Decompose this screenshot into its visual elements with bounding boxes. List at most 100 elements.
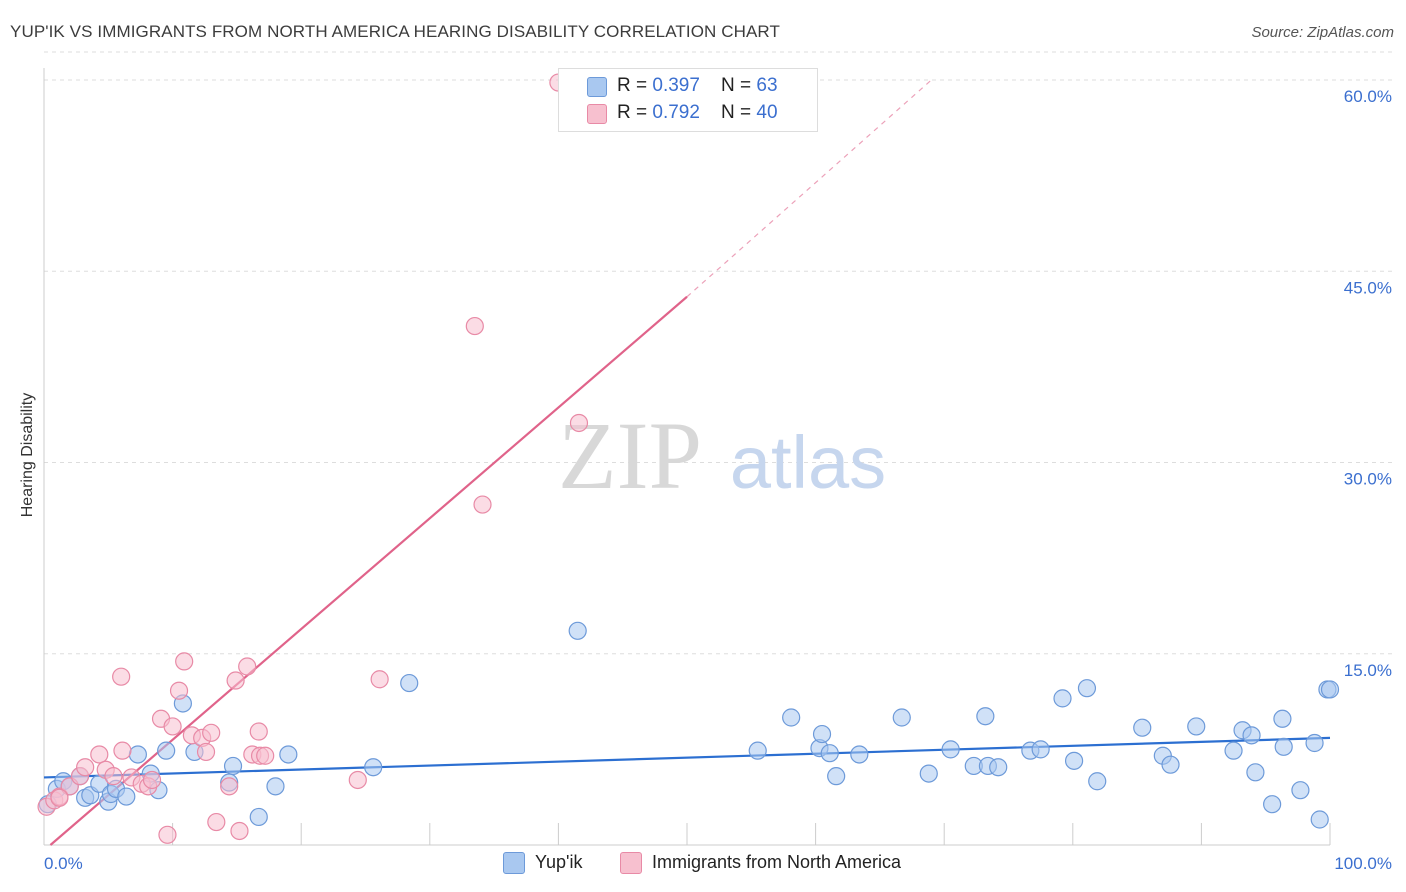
immigrants-trend-extension [686, 79, 932, 298]
legend-row-immigrants: R = 0.792 N = 40 [617, 102, 778, 124]
yupik-point [1088, 772, 1107, 791]
yupik-point [117, 787, 136, 806]
yupik-point [249, 807, 268, 827]
yupik-point [1031, 740, 1050, 759]
legend-n-value: 63 [756, 75, 778, 96]
yupik-point [1310, 810, 1329, 829]
immigrants-point [196, 742, 216, 762]
yupik-point [128, 745, 147, 764]
immigrants-trend-line [49, 295, 688, 846]
immigrants-point [175, 652, 194, 671]
yupik-point [1187, 717, 1206, 736]
immigrants-point [569, 413, 589, 433]
yupik-point [1263, 795, 1282, 814]
immigrants-point [112, 667, 131, 686]
x-tick-label: 100.0% [1334, 854, 1392, 873]
yupik-point [1273, 709, 1292, 728]
legend-r-value: 0.792 [652, 102, 700, 123]
yupik-point [919, 764, 938, 783]
yupik-point [1291, 781, 1310, 800]
immigrants-point [473, 495, 492, 514]
yupik-point [1320, 680, 1340, 699]
immigrants-point [465, 316, 484, 336]
legend-swatch-yupik [587, 77, 607, 97]
yupik-point [1064, 751, 1084, 770]
watermark-atlas: atlas [730, 421, 886, 504]
yupik-point [1305, 733, 1324, 753]
bottom-legend-swatch-immigrants [620, 852, 642, 874]
y-tick-label: 60.0% [1344, 87, 1392, 106]
yupik-point [812, 724, 832, 744]
yupik-point [364, 758, 383, 777]
immigrants-point [50, 788, 69, 807]
immigrants-point [76, 758, 95, 777]
yupik-point [850, 745, 869, 764]
data-points [37, 73, 1340, 844]
yupik-point [157, 741, 176, 760]
yupik-point [941, 740, 960, 759]
yupik-point [827, 767, 846, 786]
immigrants-point [220, 777, 239, 796]
legend-swatch-immigrants [587, 104, 607, 124]
yupik-point [1274, 737, 1293, 756]
yupik-point [223, 756, 243, 776]
immigrants-point [104, 767, 123, 786]
yupik-point [279, 745, 298, 764]
yupik-point [892, 708, 911, 727]
yupik-trend-line [43, 736, 1331, 779]
yupik-point [266, 777, 285, 796]
yupik-point [1242, 726, 1261, 745]
immigrants-point [238, 657, 257, 676]
legend-r-value: 0.397 [652, 75, 700, 96]
immigrants-point [249, 722, 268, 741]
immigrants-point [226, 671, 245, 690]
immigrants-point [113, 741, 132, 760]
yupik-point [1053, 689, 1072, 708]
chart-title: YUP'IK VS IMMIGRANTS FROM NORTH AMERICA … [10, 22, 780, 41]
source-label: Source: ZipAtlas.com [1251, 24, 1394, 41]
axes [43, 68, 1331, 846]
x-tick-label: 0.0% [44, 854, 83, 873]
trend-lines [43, 79, 1331, 846]
immigrants-point [90, 745, 109, 764]
yupik-point [748, 741, 767, 760]
yupik-point [1077, 679, 1097, 698]
immigrants-point [142, 770, 162, 790]
yupik-point [400, 673, 419, 693]
legend-r-label: R = [617, 75, 653, 96]
immigrants-point [169, 681, 189, 700]
bottom-legend-swatch-yupik [503, 852, 525, 874]
grid-lines [44, 51, 1392, 655]
immigrants-point [256, 746, 275, 765]
immigrants-point [207, 812, 226, 832]
yupik-point [1133, 718, 1152, 737]
bottom-legend-immigrants: Immigrants from North America [652, 852, 902, 872]
legend-row-yupik: R = 0.397 N = 63 [617, 75, 778, 97]
tick-labels: 15.0% 30.0% 45.0% 60.0% 0.0% 100.0% [44, 87, 1392, 873]
immigrants-point [348, 770, 367, 790]
bottom-legend-yupik: Yup'ik [535, 852, 583, 872]
yupik-point [1161, 755, 1180, 774]
immigrants-point [163, 717, 182, 736]
immigrants-point [202, 723, 221, 742]
yupik-point [989, 758, 1008, 777]
legend-n-value: 40 [756, 102, 778, 123]
legend-n-label: N = [721, 75, 757, 96]
legend-r-label: R = [617, 102, 653, 123]
y-tick-label: 45.0% [1344, 278, 1392, 297]
immigrants-point [158, 825, 177, 844]
yupik-point [568, 621, 587, 640]
y-tick-label: 15.0% [1344, 661, 1392, 680]
legend-n-label: N = [721, 102, 757, 123]
immigrants-point [370, 670, 389, 689]
yupik-point [976, 707, 995, 726]
watermark: ZIP atlas [558, 402, 886, 509]
yupik-point [1224, 741, 1243, 760]
legend-box: R = 0.397 N = 63 R = 0.792 N = 40 [558, 68, 818, 132]
y-tick-label: 30.0% [1344, 470, 1392, 489]
yupik-point [820, 744, 839, 763]
yupik-point [1246, 763, 1265, 782]
immigrants-point [230, 821, 249, 841]
yupik-point [782, 708, 801, 727]
